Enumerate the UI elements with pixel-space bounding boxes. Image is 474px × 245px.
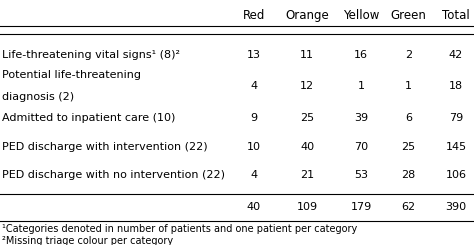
Text: 145: 145 xyxy=(446,142,466,152)
Text: diagnosis (2): diagnosis (2) xyxy=(2,92,74,102)
Text: 62: 62 xyxy=(401,202,416,212)
Text: 1: 1 xyxy=(358,81,365,91)
Text: 40: 40 xyxy=(300,142,314,152)
Text: 4: 4 xyxy=(250,81,257,91)
Text: 109: 109 xyxy=(297,202,318,212)
Text: Total: Total xyxy=(442,9,470,23)
Text: 70: 70 xyxy=(354,142,368,152)
Text: 1: 1 xyxy=(405,81,412,91)
Text: 4: 4 xyxy=(250,170,257,180)
Text: 2: 2 xyxy=(405,50,412,60)
Text: 12: 12 xyxy=(300,81,314,91)
Text: 10: 10 xyxy=(246,142,261,152)
Text: 25: 25 xyxy=(300,113,314,122)
Text: 13: 13 xyxy=(246,50,261,60)
Text: Orange: Orange xyxy=(285,9,329,23)
Text: Red: Red xyxy=(242,9,265,23)
Text: 106: 106 xyxy=(446,170,466,180)
Text: Green: Green xyxy=(391,9,427,23)
Text: PED discharge with no intervention (22): PED discharge with no intervention (22) xyxy=(2,170,225,180)
Text: 6: 6 xyxy=(405,113,412,122)
Text: 79: 79 xyxy=(449,113,463,122)
Text: 18: 18 xyxy=(449,81,463,91)
Text: 25: 25 xyxy=(401,142,416,152)
Text: 42: 42 xyxy=(449,50,463,60)
Text: 53: 53 xyxy=(354,170,368,180)
Text: 21: 21 xyxy=(300,170,314,180)
Text: Potential life-threatening: Potential life-threatening xyxy=(2,70,141,80)
Text: ²Missing triage colour per category: ²Missing triage colour per category xyxy=(2,236,173,245)
Text: ¹Categories denoted in number of patients and one patient per category: ¹Categories denoted in number of patient… xyxy=(2,224,357,234)
Text: 39: 39 xyxy=(354,113,368,122)
Text: 9: 9 xyxy=(250,113,257,122)
Text: 179: 179 xyxy=(351,202,372,212)
Text: 11: 11 xyxy=(300,50,314,60)
Text: 40: 40 xyxy=(246,202,261,212)
Text: Yellow: Yellow xyxy=(343,9,379,23)
Text: 16: 16 xyxy=(354,50,368,60)
Text: Life-threatening vital signs¹ (8)²: Life-threatening vital signs¹ (8)² xyxy=(2,50,180,60)
Text: Admitted to inpatient care (10): Admitted to inpatient care (10) xyxy=(2,113,175,122)
Text: 390: 390 xyxy=(446,202,466,212)
Text: PED discharge with intervention (22): PED discharge with intervention (22) xyxy=(2,142,208,152)
Text: 28: 28 xyxy=(401,170,416,180)
